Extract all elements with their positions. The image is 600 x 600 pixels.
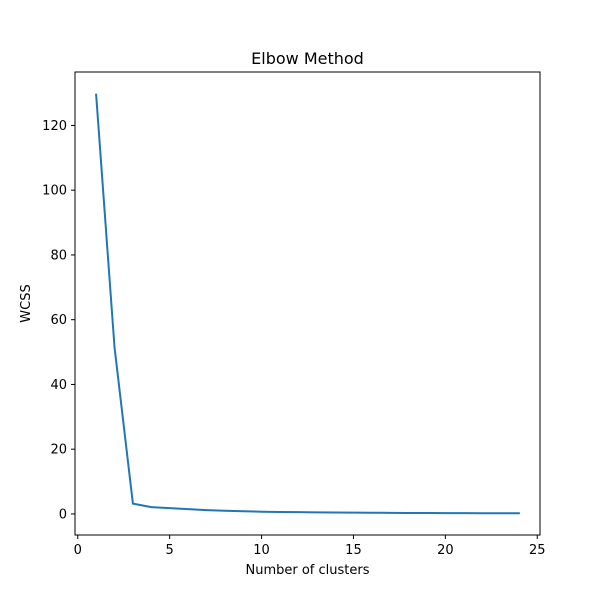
x-axis-ticks: 0 5 10 15 20 25 — [74, 535, 546, 558]
y-tick-label: 80 — [50, 248, 67, 263]
x-tick-label: 5 — [166, 543, 174, 558]
series-layer — [95, 93, 520, 515]
y-tick-label: 0 — [59, 507, 67, 522]
y-tick-label: 120 — [42, 119, 67, 134]
chart-title: Elbow Method — [251, 49, 364, 68]
x-tick-label: 20 — [437, 543, 454, 558]
x-tick-label: 15 — [345, 543, 362, 558]
y-tick-label: 40 — [50, 378, 67, 393]
y-tick-label: 20 — [50, 443, 67, 458]
x-tick-label: 25 — [529, 543, 546, 558]
y-axis-label: WCSS — [19, 284, 34, 322]
plot-area — [75, 72, 540, 535]
y-tick-label: 100 — [42, 184, 67, 199]
y-tick-label: 60 — [50, 313, 67, 328]
y-axis-ticks: 0 20 40 60 80 100 120 — [42, 119, 75, 522]
x-tick-label: 0 — [74, 543, 82, 558]
x-tick-label: 10 — [253, 543, 270, 558]
plot-frame — [74, 71, 541, 536]
series-line — [95, 93, 520, 515]
x-axis-label: Number of clusters — [245, 563, 369, 578]
